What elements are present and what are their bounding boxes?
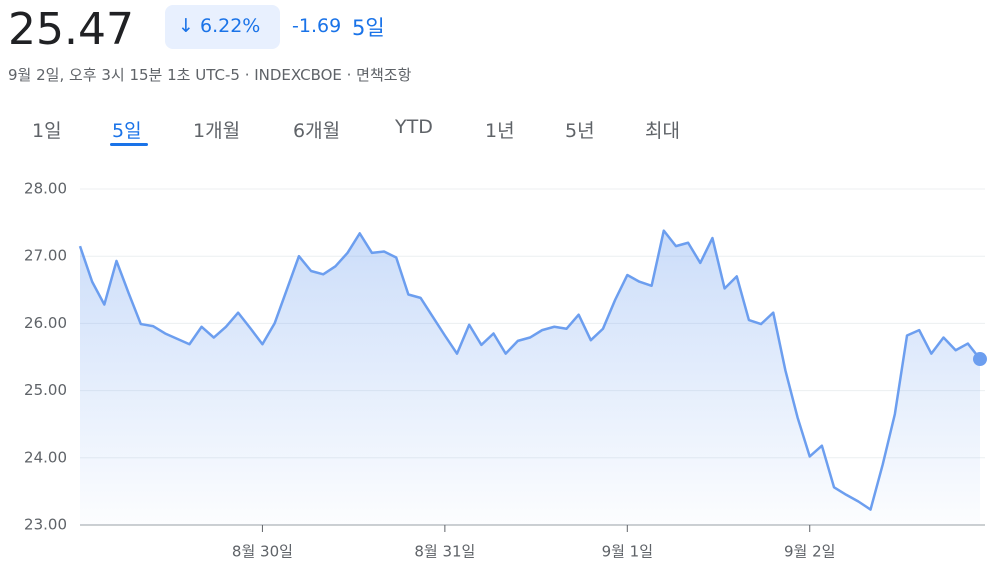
tab[interactable]: YTD bbox=[395, 116, 433, 138]
x-tick-label: 8월 30일 bbox=[232, 543, 293, 561]
change-period: 5일 bbox=[352, 16, 385, 40]
tab[interactable]: 최대 bbox=[645, 120, 680, 142]
y-tick-label: 28.00 bbox=[24, 180, 67, 198]
tab[interactable]: 1일 bbox=[32, 120, 62, 142]
x-tick-label: 9월 1일 bbox=[602, 543, 653, 561]
tab-underline bbox=[110, 143, 148, 146]
change-pct: 6.22% bbox=[200, 15, 261, 37]
tab[interactable]: 1년 bbox=[485, 120, 515, 142]
tab[interactable]: 5년 bbox=[565, 120, 595, 142]
timestamp: 9월 2일, 오후 3시 15분 1초 UTC-5 · INDEXCBOE · … bbox=[8, 66, 412, 84]
change-abs: -1.69 bbox=[292, 15, 342, 37]
line bbox=[78, 229, 981, 511]
tab[interactable]: 6개월 bbox=[293, 120, 341, 142]
last-point bbox=[973, 352, 987, 367]
down-arrow: ↓ bbox=[178, 15, 194, 37]
y-tick-label: 23.00 bbox=[24, 516, 67, 534]
y-tick-label: 24.00 bbox=[24, 448, 67, 466]
x-tick-label: 8월 31일 bbox=[414, 543, 475, 561]
y-tick-label: 27.00 bbox=[24, 247, 67, 265]
tab[interactable]: 5일 bbox=[112, 120, 142, 142]
tab[interactable]: 1개월 bbox=[193, 120, 241, 142]
y-tick-label: 25.00 bbox=[24, 381, 67, 399]
area bbox=[80, 230, 980, 525]
price: 25.47 bbox=[8, 4, 134, 55]
y-tick-label: 26.00 bbox=[24, 314, 67, 332]
change-badge bbox=[165, 5, 280, 49]
x-tick-label: 9월 2일 bbox=[784, 543, 835, 561]
